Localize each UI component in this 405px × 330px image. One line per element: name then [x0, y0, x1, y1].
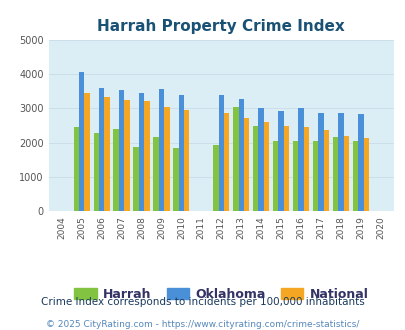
Bar [133, 148, 139, 211]
Bar [283, 126, 288, 211]
Bar [119, 90, 124, 211]
Bar [263, 122, 269, 211]
Bar [352, 141, 357, 211]
Bar [218, 95, 224, 211]
Bar [337, 113, 343, 211]
Bar [79, 72, 84, 211]
Bar [93, 133, 99, 211]
Text: Crime Index corresponds to incidents per 100,000 inhabitants: Crime Index corresponds to incidents per… [41, 297, 364, 307]
Bar [173, 148, 178, 211]
Bar [258, 108, 263, 211]
Legend: Harrah, Oklahoma, National: Harrah, Oklahoma, National [69, 283, 372, 306]
Title: Harrah Property Crime Index: Harrah Property Crime Index [97, 19, 344, 34]
Bar [323, 130, 328, 211]
Bar [113, 129, 119, 211]
Bar [224, 113, 229, 211]
Bar [164, 107, 169, 211]
Bar [312, 141, 318, 211]
Bar [153, 137, 158, 211]
Bar [73, 127, 79, 211]
Bar [292, 141, 298, 211]
Bar [332, 137, 337, 211]
Bar [298, 108, 303, 211]
Bar [139, 93, 144, 211]
Bar [357, 114, 363, 211]
Bar [183, 110, 189, 211]
Bar [104, 97, 109, 211]
Bar [158, 89, 164, 211]
Bar [273, 141, 278, 211]
Bar [84, 93, 90, 211]
Text: © 2025 CityRating.com - https://www.cityrating.com/crime-statistics/: © 2025 CityRating.com - https://www.city… [46, 320, 359, 329]
Bar [252, 126, 258, 211]
Bar [363, 138, 368, 211]
Bar [243, 117, 249, 211]
Bar [232, 107, 238, 211]
Bar [213, 145, 218, 211]
Bar [318, 113, 323, 211]
Bar [124, 100, 129, 211]
Bar [144, 101, 149, 211]
Bar [303, 127, 308, 211]
Bar [238, 99, 243, 211]
Bar [99, 88, 104, 211]
Bar [278, 111, 283, 211]
Bar [343, 136, 348, 211]
Bar [178, 95, 183, 211]
